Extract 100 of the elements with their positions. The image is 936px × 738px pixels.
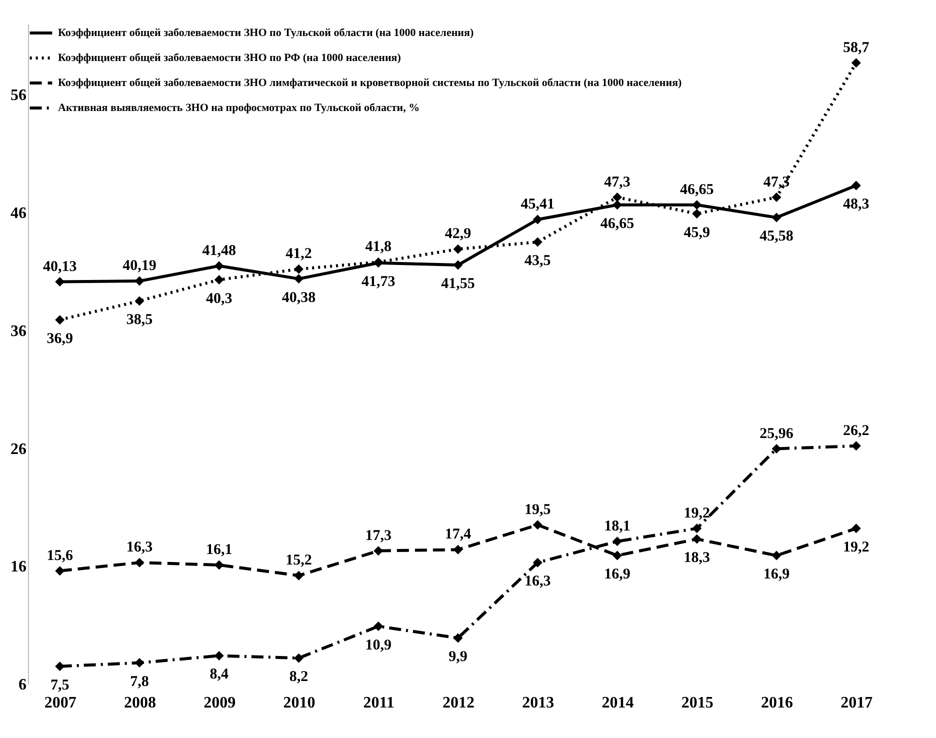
point [532, 520, 542, 530]
point [532, 214, 542, 224]
point [692, 209, 702, 218]
x-tick-label: 2015 [681, 694, 714, 712]
legend-label: Коэффициент общей заболеваемости ЗНО лимфатической и кроветворной системы по Тульской области (на 1000 населения) [58, 77, 682, 89]
point [453, 544, 463, 554]
point [374, 546, 384, 556]
x-tick-label: 2017 [840, 694, 873, 712]
point [532, 237, 542, 247]
data-label: 47,3 [604, 174, 630, 190]
point [772, 550, 782, 560]
point [55, 277, 65, 286]
point [214, 650, 224, 660]
data-label: 40,13 [42, 258, 77, 275]
data-label: 19,5 [524, 502, 551, 518]
data-label: 17,4 [444, 526, 472, 543]
point [612, 192, 622, 202]
data-label: 8,4 [210, 666, 229, 683]
point [294, 274, 304, 284]
data-label: 9,9 [448, 649, 468, 666]
point [55, 566, 65, 576]
point [214, 275, 224, 284]
point [55, 662, 65, 672]
data-label: 40,3 [206, 290, 232, 307]
data-label: 16,9 [763, 566, 790, 583]
data-label: 26,2 [843, 422, 870, 439]
data-label: 42,9 [444, 226, 472, 242]
point [692, 524, 702, 534]
data-label: 15,2 [286, 552, 312, 569]
data-label: 8,2 [289, 669, 308, 686]
point [134, 276, 144, 286]
data-label: 41,2 [286, 246, 312, 262]
point [214, 261, 224, 271]
data-label: 41,55 [441, 276, 475, 292]
data-label: 46,65 [600, 216, 634, 232]
point [612, 536, 622, 546]
point [532, 558, 542, 568]
point [692, 200, 702, 210]
data-label: 18,1 [604, 518, 630, 534]
point [851, 180, 861, 190]
y-tick-label: 26 [10, 440, 26, 458]
y-tick-label: 16 [10, 558, 26, 576]
x-tick-label: 2011 [363, 694, 394, 712]
point [453, 260, 463, 270]
data-label: 19,2 [684, 505, 710, 522]
data-label: 41,8 [365, 239, 392, 256]
data-label: 38,5 [126, 312, 153, 328]
x-tick-label: 2013 [522, 694, 554, 712]
data-label: 48,3 [843, 196, 870, 212]
x-tick-label: 2016 [761, 694, 794, 712]
point [772, 212, 782, 222]
data-label: 7,8 [130, 674, 149, 690]
x-tick-label: 2008 [124, 694, 156, 712]
data-label: 43,5 [524, 253, 551, 270]
data-label: 36,9 [46, 330, 73, 347]
y-tick-label: 6 [18, 676, 26, 694]
data-label: 18,3 [684, 550, 710, 566]
point [851, 58, 861, 68]
data-label: 47,3 [763, 174, 790, 190]
point [772, 444, 782, 454]
point [453, 633, 463, 643]
point [55, 315, 65, 325]
data-label: 45,58 [760, 228, 794, 245]
point [294, 570, 304, 580]
x-tick-label: 2009 [204, 694, 236, 712]
x-tick-label: 2007 [44, 694, 76, 712]
data-label: 41,73 [361, 274, 396, 290]
data-label: 40,19 [122, 258, 156, 274]
point [134, 296, 144, 306]
point [294, 653, 304, 663]
data-label: 16,1 [206, 542, 232, 558]
data-label: 25,96 [760, 426, 794, 442]
point [453, 244, 463, 254]
legend-label: Активная выявляемость ЗНО на профосмотрах по Тульской области, % [58, 102, 420, 114]
data-label: 15,6 [46, 548, 74, 564]
data-label: 10,9 [365, 637, 392, 654]
data-label: 45,41 [520, 196, 555, 213]
data-label: 40,38 [282, 290, 316, 306]
data-label: 16,9 [604, 566, 630, 583]
data-label: 46,65 [680, 182, 714, 198]
point [772, 192, 782, 202]
point [214, 560, 224, 570]
y-tick-label: 56 [10, 87, 26, 104]
data-label: 16,3 [126, 540, 153, 556]
data-label: 58,7 [843, 40, 870, 56]
point [692, 534, 702, 544]
y-tick-label: 46 [10, 205, 26, 222]
data-label: 19,2 [843, 539, 870, 556]
x-tick-label: 2012 [442, 694, 474, 712]
point [134, 658, 144, 668]
point [851, 441, 861, 451]
legend-label: Коэффициент общей заболеваемости ЗНО по РФ (на 1000 населения) [58, 52, 402, 64]
point [612, 550, 622, 560]
data-label: 16,3 [524, 574, 551, 590]
point [134, 558, 144, 568]
x-tick-label: 2014 [602, 694, 634, 712]
x-tick-label: 2010 [283, 694, 316, 712]
data-label: 17,3 [365, 528, 392, 544]
y-tick-label: 36 [10, 322, 26, 340]
data-label: 7,5 [50, 677, 70, 694]
